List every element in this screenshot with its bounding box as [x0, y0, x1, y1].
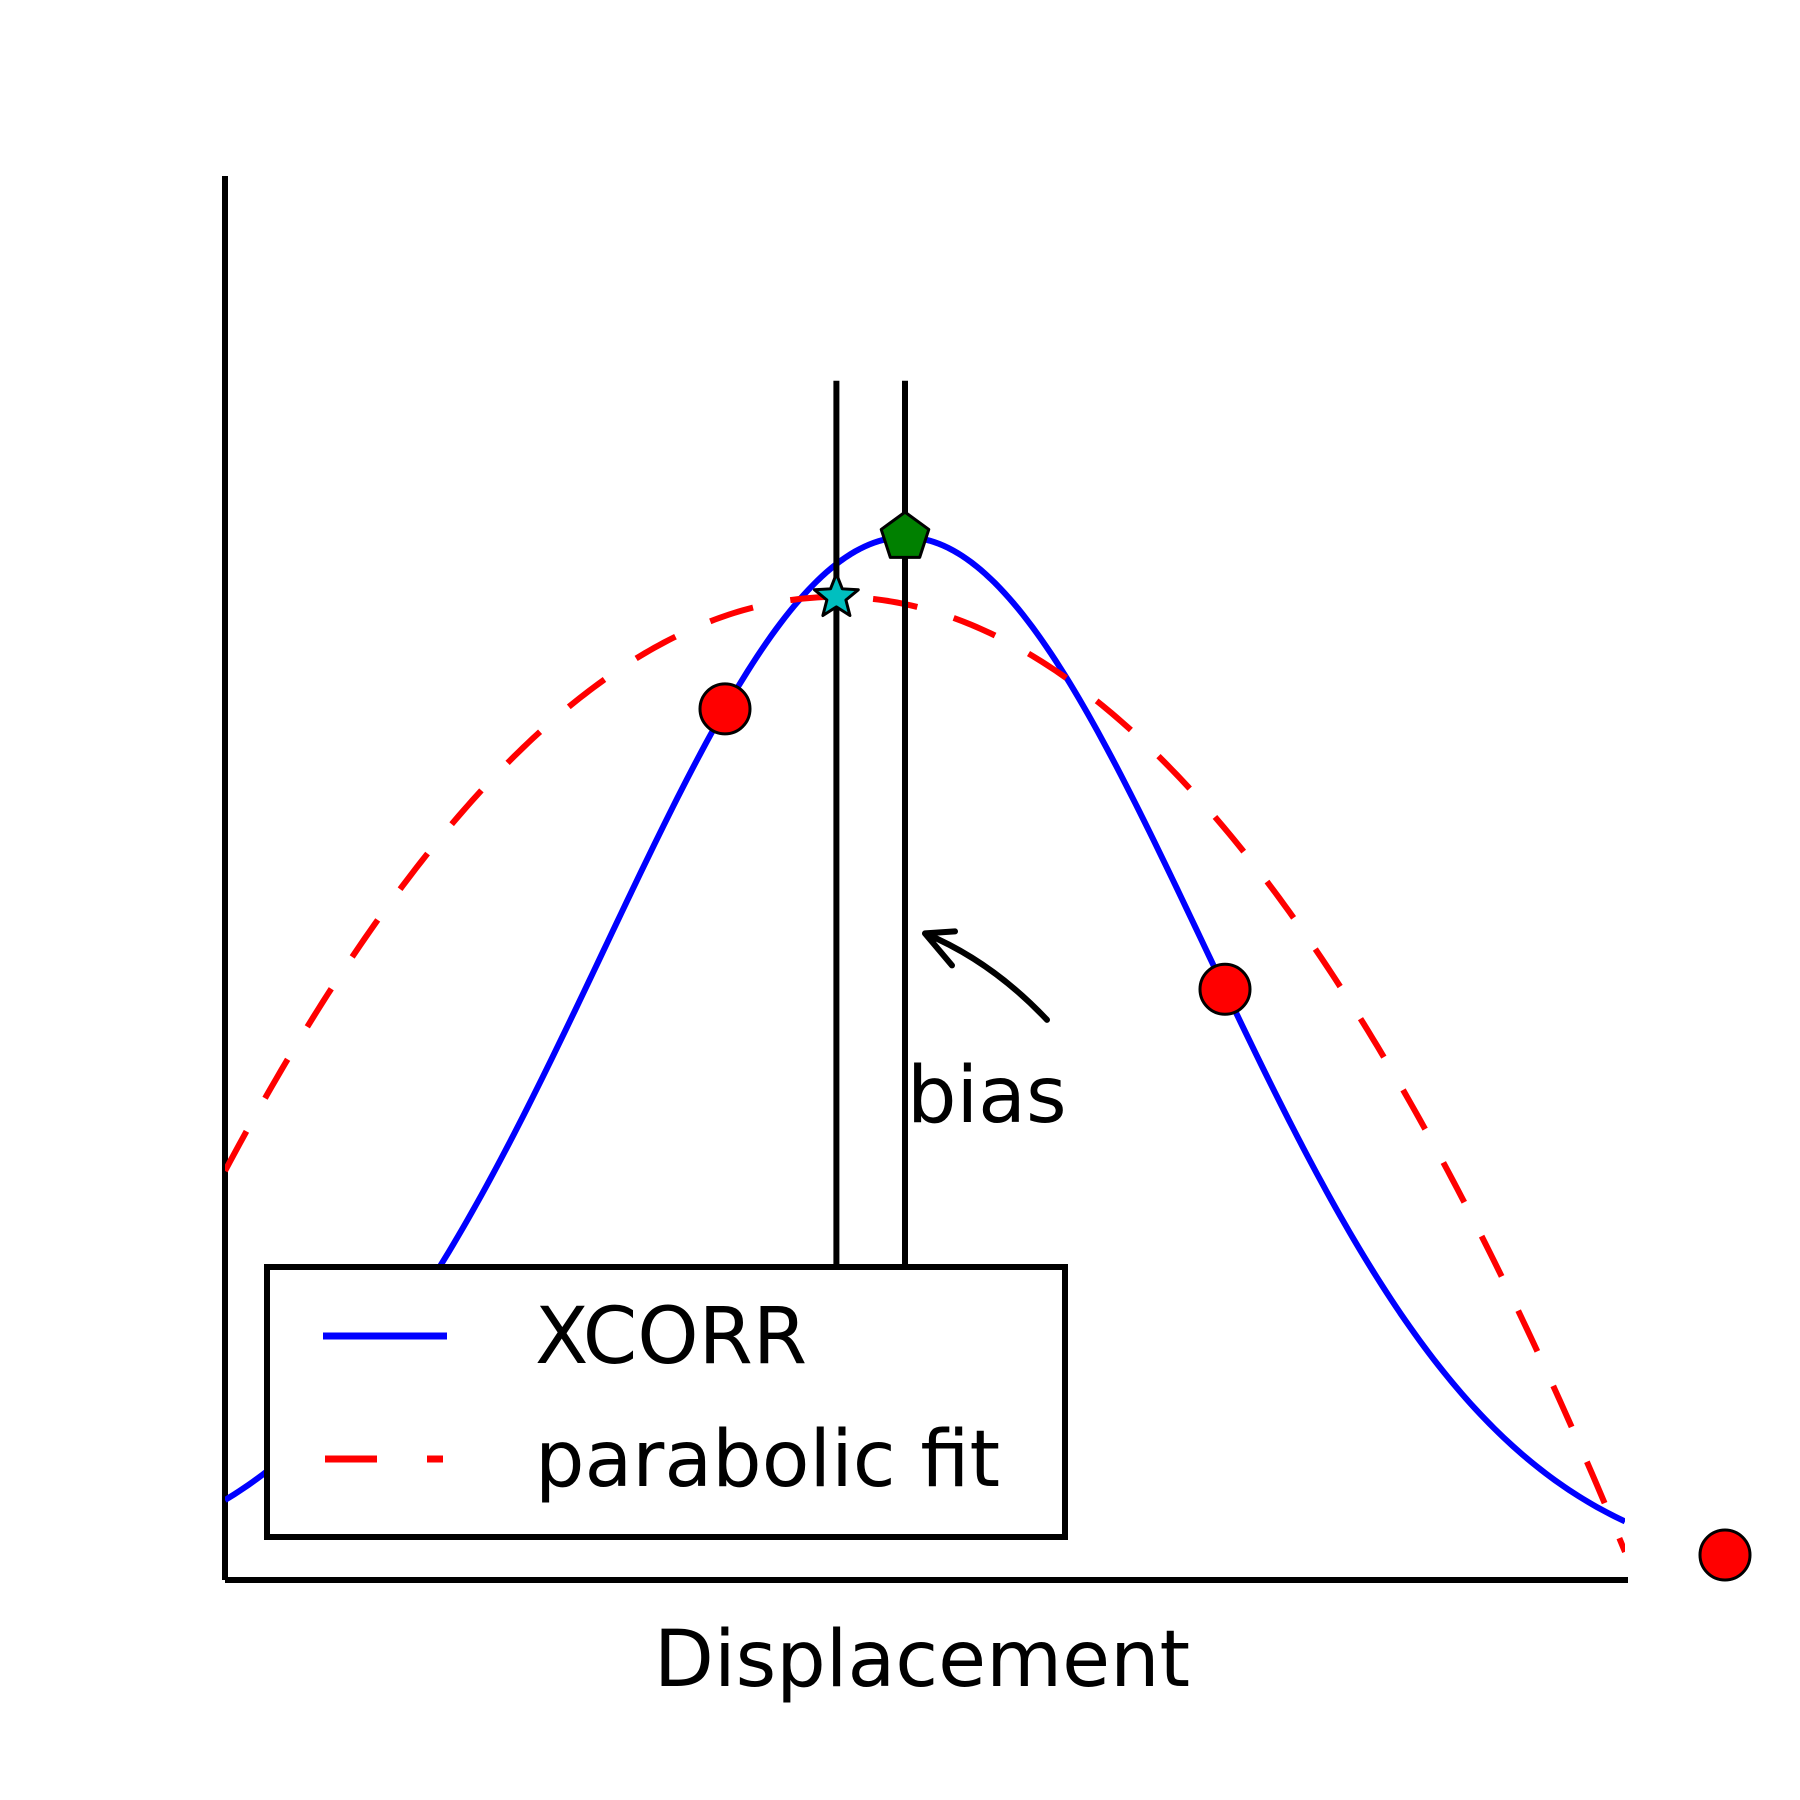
legend: XCORR parabolic fit: [264, 1264, 1068, 1540]
x-axis-label: Displacement: [654, 1615, 1190, 1705]
true-peak-pentagon-marker: [879, 510, 931, 559]
legend-label-xcorr: XCORR: [535, 1292, 807, 1382]
parabolic-peak-star-marker: [813, 572, 860, 618]
sample-point-1: [698, 682, 752, 736]
peak-markers: [813, 510, 931, 618]
legend-label-parabolic-fit: parabolic fit: [535, 1415, 1000, 1505]
sample-point-3: [1698, 1528, 1752, 1582]
bias-arrow: [922, 928, 1050, 1023]
parabolic-fit-series-line: [225, 593, 1625, 1553]
legend-box: [264, 1264, 1068, 1540]
peak-reference-lines: [833, 380, 908, 1268]
bias-annotation: bias: [907, 928, 1067, 1141]
bias-label: bias: [907, 1051, 1067, 1141]
sample-point-2: [1198, 962, 1252, 1016]
sample-points: [698, 682, 1752, 1582]
